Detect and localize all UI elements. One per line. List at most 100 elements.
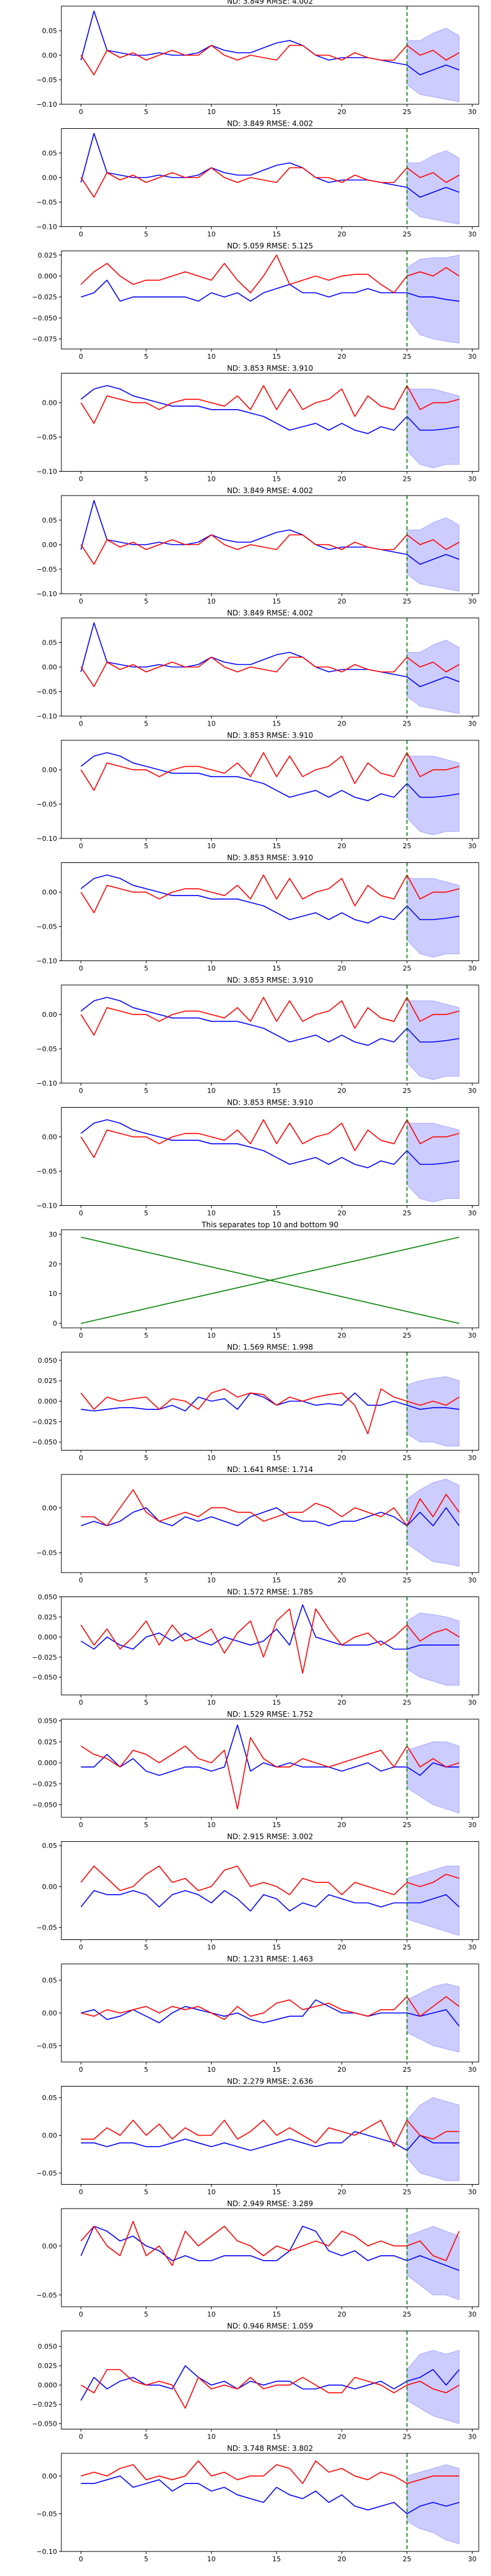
subplot-19: ND: 2.949 RMSE: 3.289 0 5 10 15 20 25 30 −0.05 0.… <box>36 2199 479 2318</box>
subplot-title: ND: 3.849 RMSE: 4.002 <box>227 609 313 618</box>
y-tick-label: −0.10 <box>36 2548 57 2556</box>
x-tick-label: 20 <box>338 1209 346 1217</box>
x-tick-label: 20 <box>338 965 346 973</box>
y-tick-label: −0.05 <box>36 1045 57 1053</box>
subplot-title: ND: 1.569 RMSE: 1.998 <box>227 1343 313 1352</box>
x-tick-label: 15 <box>273 1576 281 1584</box>
x-tick-label: 20 <box>338 842 346 850</box>
x-tick-label: 0 <box>79 353 83 361</box>
subplot-title: ND: 1.641 RMSE: 1.714 <box>227 1465 313 1474</box>
forecast-band <box>406 1478 460 1567</box>
subplot-6: ND: 3.849 RMSE: 4.002 0 5 10 15 20 25 30 −0.10 −0… <box>36 609 479 728</box>
x-tick-label: 5 <box>144 2310 149 2318</box>
x-tick-label: 30 <box>468 965 476 973</box>
forecast-band <box>406 150 460 225</box>
series-line-2 <box>80 385 460 424</box>
y-tick-label: 0.05 <box>42 27 58 35</box>
subplot-8: ND: 3.853 RMSE: 3.910 0 5 10 15 20 25 30 −0.10 −0… <box>36 854 479 973</box>
x-tick-label: 15 <box>273 842 281 850</box>
x-tick-label: 0 <box>79 1576 83 1584</box>
y-tick-label: 0.025 <box>38 1738 58 1746</box>
x-tick-label: 25 <box>403 1699 411 1707</box>
axes-frame <box>61 862 479 961</box>
plot-area <box>80 1597 460 1695</box>
x-tick-label: 0 <box>79 108 83 116</box>
subplot-17: ND: 1.231 RMSE: 1.463 0 5 10 15 20 25 30 −0.05 0.… <box>36 1955 479 2074</box>
axes-frame <box>61 1719 479 1818</box>
x-tick-label: 10 <box>207 1454 215 1462</box>
x-tick-label: 0 <box>79 2188 83 2196</box>
x-tick-label: 25 <box>403 2066 411 2074</box>
y-tick-label: −0.050 <box>32 1801 57 1809</box>
subplot-title: ND: 2.279 RMSE: 2.636 <box>227 2077 313 2086</box>
x-tick-label: 30 <box>468 597 476 605</box>
series-line-2 <box>80 1996 460 2020</box>
y-tick-label: −0.05 <box>36 2291 57 2299</box>
series-line-2 <box>80 874 460 913</box>
forecast-band <box>406 28 460 102</box>
x-tick-label: 0 <box>79 1087 83 1095</box>
series-line-1 <box>80 2131 460 2151</box>
y-tick-label: 20 <box>48 1260 57 1268</box>
y-tick-label: −0.10 <box>36 468 57 476</box>
axes-frame <box>61 2331 479 2429</box>
x-tick-label: 0 <box>79 1699 83 1707</box>
y-tick-label: −0.050 <box>32 314 57 322</box>
plot-area <box>80 2209 460 2307</box>
subplot-title: ND: 3.849 RMSE: 4.002 <box>227 0 313 6</box>
subplot-16: ND: 2.915 RMSE: 3.002 0 5 10 15 20 25 30 −0.05 0.… <box>36 1833 479 1952</box>
y-tick-label: 0.000 <box>38 1633 58 1641</box>
subplot-1: ND: 3.849 RMSE: 4.002 0 5 10 15 20 25 30 −0.10 −0… <box>36 0 479 116</box>
axes-frame <box>61 1474 479 1573</box>
x-tick-label: 0 <box>79 965 83 973</box>
subplot-title: ND: 2.915 RMSE: 3.002 <box>227 1833 313 1841</box>
subplot-title: ND: 3.849 RMSE: 4.002 <box>227 120 313 128</box>
series-line-1 <box>80 385 460 434</box>
x-tick-label: 30 <box>468 1087 476 1095</box>
x-tick-label: 30 <box>468 1944 476 1952</box>
plot-area <box>80 373 460 472</box>
y-tick-label: 0.050 <box>38 1357 58 1365</box>
y-tick-label: 0.025 <box>38 251 58 259</box>
x-tick-label: 0 <box>79 1821 83 1829</box>
y-tick-label: 0.00 <box>42 889 58 897</box>
x-tick-label: 10 <box>207 1332 215 1340</box>
subplot-title: ND: 1.231 RMSE: 1.463 <box>227 1955 313 1963</box>
y-tick-label: −0.05 <box>36 688 57 696</box>
x-tick-label: 25 <box>403 842 411 850</box>
subplot-9: ND: 3.853 RMSE: 3.910 0 5 10 15 20 25 30 −0.10 −0… <box>36 976 479 1095</box>
x-tick-label: 15 <box>273 353 281 361</box>
y-tick-label: 0.025 <box>38 2362 58 2370</box>
x-tick-label: 30 <box>468 720 476 728</box>
x-tick-label: 0 <box>79 597 83 605</box>
x-tick-label: 20 <box>338 1944 346 1952</box>
x-tick-label: 10 <box>207 2433 215 2441</box>
forecast-band <box>406 1866 460 1936</box>
x-tick-label: 20 <box>338 231 346 239</box>
x-tick-label: 15 <box>273 597 281 605</box>
y-tick-label: −0.025 <box>32 2401 57 2409</box>
x-tick-label: 15 <box>273 231 281 239</box>
x-tick-label: 30 <box>468 475 476 483</box>
x-tick-label: 5 <box>144 1821 149 1829</box>
plot-area <box>80 1719 460 1817</box>
x-tick-label: 15 <box>273 108 281 116</box>
x-tick-label: 15 <box>273 1209 281 1217</box>
series-line-2 <box>80 1737 460 1810</box>
y-tick-label: 0.00 <box>42 2472 58 2480</box>
y-tick-label: 0.05 <box>42 1977 58 1985</box>
forecast-band <box>406 639 460 715</box>
x-tick-label: 30 <box>468 2066 476 2074</box>
series-line-1 <box>80 2475 460 2515</box>
y-tick-label: −0.05 <box>36 1549 57 1557</box>
x-tick-label: 15 <box>273 2555 281 2563</box>
x-tick-label: 15 <box>273 720 281 728</box>
subplot-3: ND: 5.059 RMSE: 5.125 0 5 10 15 20 25 30 −0.075 −… <box>32 242 479 361</box>
series-line-1 <box>80 500 460 565</box>
series-line-2 <box>80 167 460 198</box>
x-tick-label: 0 <box>79 2555 83 2563</box>
series-line-2 <box>80 1388 460 1435</box>
x-tick-label: 20 <box>338 108 346 116</box>
series-line-2 <box>80 45 460 75</box>
series-line-1 <box>80 1507 460 1527</box>
